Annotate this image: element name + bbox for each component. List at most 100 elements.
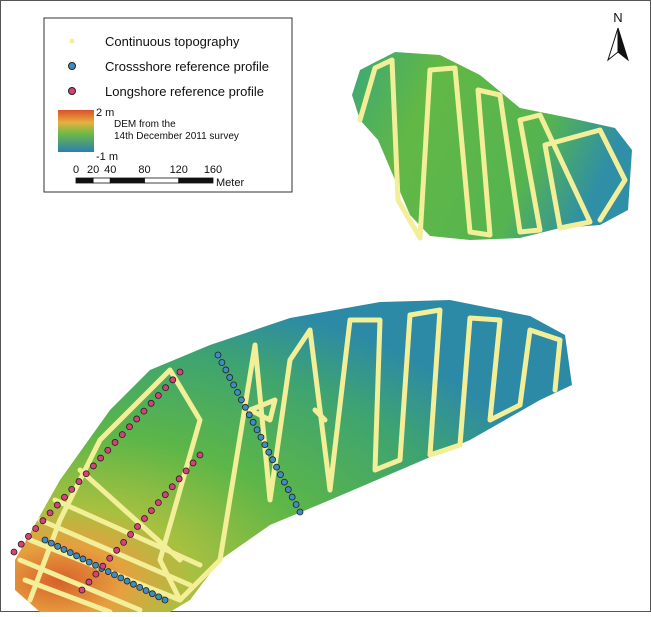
profile-point bbox=[250, 419, 256, 425]
profile-point bbox=[141, 516, 147, 522]
profile-point bbox=[149, 591, 155, 597]
profile-point bbox=[11, 549, 17, 555]
legend: Continuous topography Crossshore referen… bbox=[44, 18, 292, 192]
legend-symbol bbox=[69, 63, 76, 70]
scale-segment bbox=[93, 178, 110, 183]
profile-point bbox=[76, 479, 82, 485]
scale-tick-label: 0 bbox=[73, 164, 79, 176]
profile-point bbox=[79, 587, 85, 593]
profile-point bbox=[274, 464, 280, 470]
profile-point bbox=[254, 427, 260, 433]
profile-point bbox=[83, 471, 89, 477]
profile-point bbox=[235, 389, 241, 395]
scale-segment bbox=[110, 178, 144, 183]
profile-point bbox=[100, 563, 106, 569]
profile-point bbox=[223, 367, 229, 373]
profile-point bbox=[118, 575, 124, 581]
profile-point bbox=[219, 359, 225, 365]
scale-unit: Meter bbox=[216, 177, 244, 189]
profile-point bbox=[74, 553, 80, 559]
profile-point bbox=[61, 546, 67, 552]
map: N Continuous topography Crossshore refer… bbox=[0, 0, 651, 612]
dem-colorbar bbox=[58, 110, 94, 152]
profile-point bbox=[155, 392, 161, 398]
legend-symbol bbox=[69, 88, 76, 95]
scale-segment bbox=[179, 178, 213, 183]
profile-point bbox=[114, 547, 120, 553]
profile-point bbox=[93, 571, 99, 577]
profile-point bbox=[111, 572, 117, 578]
profile-point bbox=[285, 487, 291, 493]
profile-point bbox=[126, 424, 132, 430]
profile-point bbox=[25, 533, 31, 539]
profile-point bbox=[190, 460, 196, 466]
legend-label: Continuous topography bbox=[105, 34, 240, 49]
profile-point bbox=[105, 447, 111, 453]
profile-point bbox=[90, 463, 96, 469]
profile-point bbox=[215, 352, 221, 358]
dem-title: DEM from the bbox=[114, 119, 176, 130]
profile-point bbox=[238, 397, 244, 403]
profile-point bbox=[42, 537, 48, 543]
profile-point bbox=[197, 452, 203, 458]
profile-point bbox=[121, 539, 127, 545]
profile-point bbox=[143, 588, 149, 594]
dem-title: 14th December 2011 survey bbox=[114, 131, 239, 142]
profile-point bbox=[231, 382, 237, 388]
legend-symbol bbox=[70, 39, 75, 44]
profile-point bbox=[277, 472, 283, 478]
profile-point bbox=[54, 502, 60, 508]
scale-tick-label: 160 bbox=[204, 164, 222, 176]
profile-point bbox=[47, 510, 53, 516]
profile-point bbox=[183, 468, 189, 474]
scale-segment bbox=[145, 178, 179, 183]
profile-point bbox=[119, 432, 125, 438]
profile-point bbox=[40, 518, 46, 524]
profile-point bbox=[137, 584, 143, 590]
scale-tick-label: 80 bbox=[138, 164, 150, 176]
page: N Continuous topography Crossshore refer… bbox=[0, 0, 651, 617]
profile-point bbox=[227, 374, 233, 380]
profile-point bbox=[55, 543, 61, 549]
profile-point bbox=[169, 484, 175, 490]
profile-point bbox=[80, 556, 86, 562]
profile-point bbox=[176, 476, 182, 482]
scale-tick-label: 20 bbox=[87, 164, 99, 176]
profile-point bbox=[141, 408, 147, 414]
scale-segment bbox=[76, 178, 93, 183]
profile-point bbox=[134, 416, 140, 422]
profile-point bbox=[163, 385, 169, 391]
profile-point bbox=[105, 569, 111, 575]
profile-point bbox=[48, 540, 54, 546]
profile-point bbox=[289, 494, 295, 500]
profile-point bbox=[18, 541, 24, 547]
profile-point bbox=[258, 434, 264, 440]
profile-point bbox=[162, 597, 168, 603]
scale-tick-label: 40 bbox=[104, 164, 116, 176]
profile-point bbox=[262, 442, 268, 448]
profile-point bbox=[170, 377, 176, 383]
profile-point bbox=[242, 404, 248, 410]
profile-point bbox=[33, 526, 39, 532]
profile-point bbox=[266, 449, 272, 455]
profile-point bbox=[177, 369, 183, 375]
profile-point bbox=[112, 439, 118, 445]
profile-point bbox=[107, 555, 113, 561]
profile-point bbox=[124, 578, 130, 584]
profile-point bbox=[86, 559, 92, 565]
profile-point bbox=[293, 502, 299, 508]
profile-point bbox=[297, 509, 303, 515]
profile-point bbox=[135, 523, 141, 529]
profile-point bbox=[148, 508, 154, 514]
north-label: N bbox=[613, 10, 622, 25]
profile-point bbox=[128, 531, 134, 537]
profile-point bbox=[67, 550, 73, 556]
profile-point bbox=[148, 400, 154, 406]
profile-point bbox=[246, 412, 252, 418]
profile-point bbox=[98, 455, 104, 461]
profile-point bbox=[69, 486, 75, 492]
dem-max: 2 m bbox=[96, 107, 114, 119]
profile-point bbox=[156, 594, 162, 600]
profile-point bbox=[93, 562, 99, 568]
profile-point bbox=[86, 579, 92, 585]
